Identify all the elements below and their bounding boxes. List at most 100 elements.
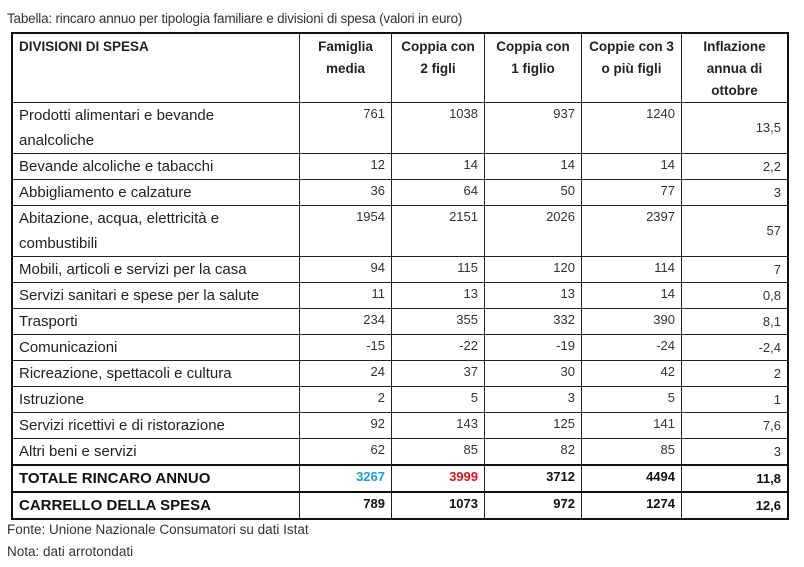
header-row: DIVISIONI DI SPESA Famiglia media Coppia… (11, 32, 789, 103)
inflation-cell: 7 (681, 256, 789, 283)
row-label: TOTALE RINCARO ANNUO (11, 464, 300, 493)
value-cell: 3712 (484, 464, 582, 493)
table-row: Comunicazioni -15 -22 -19 -24 -2,4 (11, 334, 789, 361)
value-cell: 3999 (391, 464, 485, 493)
value-cell: -24 (581, 334, 682, 361)
inflation-cell: 0,8 (681, 282, 789, 309)
value-cell: 50 (484, 179, 582, 206)
value-cell: 4494 (581, 464, 682, 493)
footnote: Nota: dati arrotondati (7, 544, 134, 559)
inflation-cell: 11,8 (681, 464, 789, 493)
value-cell: 143 (391, 412, 485, 439)
value-cell: 114 (581, 256, 682, 283)
inflation-cell: 3 (681, 179, 789, 206)
header-coppia-2-figli: Coppia con 2 figli (391, 32, 485, 103)
value-cell: 332 (484, 308, 582, 335)
value-cell: 13 (484, 282, 582, 309)
row-label: Altri beni e servizi (11, 438, 300, 466)
row-label: Abbigliamento e calzature (11, 179, 300, 206)
value-cell: 42 (581, 360, 682, 387)
value-cell: 5 (391, 386, 485, 413)
table-body: Prodotti alimentari e bevande analcolich… (11, 102, 789, 520)
value-cell: 120 (484, 256, 582, 283)
value-cell: 3 (484, 386, 582, 413)
price-increase-table: DIVISIONI DI SPESA Famiglia media Coppia… (11, 32, 789, 520)
inflation-cell: 12,6 (681, 491, 789, 520)
value-cell: 972 (484, 491, 582, 520)
value-cell: 1240 (581, 102, 682, 154)
inflation-cell: 8,1 (681, 308, 789, 335)
row-label: Bevande alcoliche e tabacchi (11, 153, 300, 180)
value-cell: 13 (391, 282, 485, 309)
inflation-cell: -2,4 (681, 334, 789, 361)
table-row: Servizi ricettivi e di ristorazione 92 143… (11, 412, 789, 439)
value-cell: 2151 (391, 205, 485, 257)
table-caption: Tabella: rincaro annuo per tipologia fam… (7, 11, 463, 26)
row-label: Comunicazioni (11, 334, 300, 361)
value-cell: 77 (581, 179, 682, 206)
header-divisioni: DIVISIONI DI SPESA (11, 32, 300, 103)
row-label: Ricreazione, spettacoli e cultura (11, 360, 300, 387)
inflation-cell: 2,2 (681, 153, 789, 180)
inflation-cell: 7,6 (681, 412, 789, 439)
value-cell: 82 (484, 438, 582, 466)
header-famiglia-media: Famiglia media (299, 32, 392, 103)
value-cell: 62 (299, 438, 392, 466)
value-cell: 2026 (484, 205, 582, 257)
value-cell: 2397 (581, 205, 682, 257)
inflation-cell: 2 (681, 360, 789, 387)
value-cell: 761 (299, 102, 392, 154)
table-row: Abitazione, acqua, elettricità e combust… (11, 205, 789, 257)
value-cell: 14 (484, 153, 582, 180)
value-cell: 937 (484, 102, 582, 154)
value-cell: 14 (581, 282, 682, 309)
table-row: Mobili, articoli e servizi per la casa 94… (11, 256, 789, 283)
row-label: Abitazione, acqua, elettricità e combust… (11, 205, 300, 257)
value-cell: 2 (299, 386, 392, 413)
value-cell: 1274 (581, 491, 682, 520)
value-cell: 64 (391, 179, 485, 206)
table-row: Altri beni e servizi 62 85 82 85 3 (11, 438, 789, 466)
total-row: TOTALE RINCARO ANNUO 3267 3999 3712 4494 11,8 (11, 464, 789, 493)
value-cell: 85 (581, 438, 682, 466)
inflation-cell: 13,5 (681, 102, 789, 154)
inflation-cell: 1 (681, 386, 789, 413)
table-row: Trasporti 234 355 332 390 8,1 (11, 308, 789, 335)
table-row: Istruzione 2 5 3 5 1 (11, 386, 789, 413)
header-coppie-3-figli: Coppie con 3 o più figli (581, 32, 682, 103)
value-cell: -15 (299, 334, 392, 361)
value-cell: 92 (299, 412, 392, 439)
value-cell: 11 (299, 282, 392, 309)
table-row: Ricreazione, spettacoli e cultura 24 37 30 4… (11, 360, 789, 387)
inflation-cell: 57 (681, 205, 789, 257)
value-cell: 12 (299, 153, 392, 180)
value-cell: 36 (299, 179, 392, 206)
value-cell: 141 (581, 412, 682, 439)
value-cell: 24 (299, 360, 392, 387)
table-row: Servizi sanitari e spese per la salute 11… (11, 282, 789, 309)
value-cell: 1038 (391, 102, 485, 154)
value-cell: 125 (484, 412, 582, 439)
value-cell: 355 (391, 308, 485, 335)
row-label: Servizi sanitari e spese per la salute (11, 282, 300, 309)
value-cell: 14 (581, 153, 682, 180)
row-label: Mobili, articoli e servizi per la casa (11, 256, 300, 283)
source-note: Fonte: Unione Nazionale Consumatori su d… (7, 522, 309, 537)
row-label: Trasporti (11, 308, 300, 335)
row-label: Prodotti alimentari e bevande analcolich… (11, 102, 300, 154)
value-cell: 30 (484, 360, 582, 387)
value-cell: 789 (299, 491, 392, 520)
value-cell: 115 (391, 256, 485, 283)
table-row: Prodotti alimentari e bevande analcolich… (11, 102, 789, 154)
value-cell: 14 (391, 153, 485, 180)
table-row: Abbigliamento e calzature 36 64 50 77 3 (11, 179, 789, 206)
inflation-cell: 3 (681, 438, 789, 466)
header-coppia-1-figlio: Coppia con 1 figlio (484, 32, 582, 103)
value-cell: 390 (581, 308, 682, 335)
value-cell: 1073 (391, 491, 485, 520)
value-cell: 85 (391, 438, 485, 466)
value-cell: 37 (391, 360, 485, 387)
table-row: Bevande alcoliche e tabacchi 12 14 14 14 2,2 (11, 153, 789, 180)
row-label: Servizi ricettivi e di ristorazione (11, 412, 300, 439)
value-cell: 3267 (299, 464, 392, 493)
